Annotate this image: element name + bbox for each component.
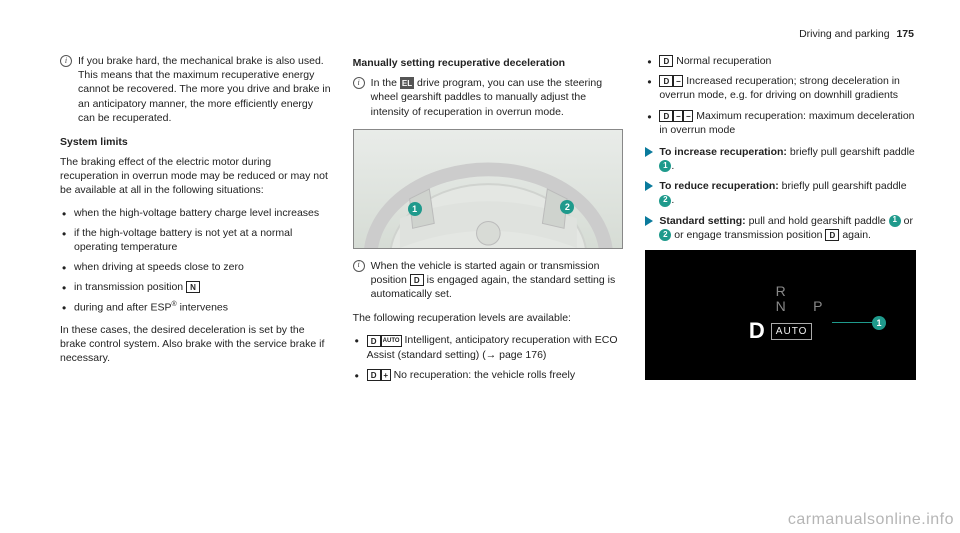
list-item: if the high-voltage battery is not yet a… [60, 226, 331, 254]
body-text: In these cases, the desired deceleration… [60, 323, 331, 366]
ref-2: 2 [659, 195, 671, 207]
ref-1: 1 [659, 160, 671, 172]
callout-1: 1 [872, 316, 886, 330]
watermark: carmanualsonline.info [788, 511, 954, 529]
symbol-el: EL [400, 77, 414, 89]
bullet-list: D Normal recuperation D− Increased recup… [645, 54, 916, 137]
body-text: The braking effect of the electric motor… [60, 155, 331, 198]
ref-1: 1 [889, 215, 901, 227]
gear-d: D [749, 316, 765, 346]
symbol-d: D [659, 55, 673, 67]
symbol-d: D [825, 229, 839, 241]
section-title: Driving and parking [799, 28, 889, 40]
gear-auto-label: AUTO [771, 323, 813, 341]
column-2: Manually setting recuperative decelerati… [353, 54, 624, 390]
steering-wheel-figure: 1 2 [353, 129, 624, 249]
callout-1: 1 [408, 202, 422, 216]
list-item: DAUTO Intelligent, anticipatory recupera… [353, 333, 624, 361]
heading-manual-recup: Manually setting recuperative decelerati… [353, 56, 624, 70]
symbol-minus: − [673, 110, 683, 122]
symbol-n: N [186, 281, 200, 293]
gear-display-figure: R N P D AUTO 1 [645, 250, 916, 380]
instruction-item: Standard setting: pull and hold gearshif… [645, 214, 916, 242]
list-item: when the high-voltage battery charge lev… [60, 206, 331, 220]
note-text: When the vehicle is started again or tra… [371, 259, 624, 302]
symbol-d: D [367, 335, 381, 347]
note-text: In the EL drive program, you can use the… [371, 76, 624, 119]
list-item: D Normal recuperation [645, 54, 916, 68]
instruction-item: To increase recuperation: briefly pull g… [645, 145, 916, 173]
gear-n: N [749, 299, 813, 314]
symbol-d: D [367, 369, 381, 381]
list-item: in transmission position N [60, 280, 331, 294]
list-item: during and after ESP® intervenes [60, 300, 331, 315]
ref-2: 2 [659, 229, 671, 241]
info-note: i When the vehicle is started again or t… [353, 259, 624, 302]
arrow-icon [645, 181, 653, 191]
bullet-list: when the high-voltage battery charge lev… [60, 206, 331, 316]
symbol-d: D [659, 110, 673, 122]
page-number: 175 [896, 28, 914, 40]
gear-r: R [749, 284, 813, 299]
gear-p: P [813, 299, 822, 314]
instruction-item: To reduce recuperation: briefly pull gea… [645, 179, 916, 207]
symbol-d: D [659, 75, 673, 87]
column-3: D Normal recuperation D− Increased recup… [645, 54, 916, 390]
symbol-d: D [410, 274, 424, 286]
steering-wheel-svg [354, 130, 623, 248]
note-text: If you brake hard, the mechanical brake … [78, 54, 331, 125]
list-item: when driving at speeds close to zero [60, 260, 331, 274]
gear-display: R N P D AUTO [749, 284, 813, 346]
callout-line [832, 322, 872, 323]
info-note: i In the EL drive program, you can use t… [353, 76, 624, 119]
content-columns: i If you brake hard, the mechanical brak… [60, 54, 916, 390]
symbol-auto: AUTO [381, 335, 402, 347]
arrow-icon [645, 216, 653, 226]
column-1: i If you brake hard, the mechanical brak… [60, 54, 331, 390]
arrow-icon [645, 147, 653, 157]
info-icon: i [353, 260, 365, 272]
body-text: The following recuperation levels are av… [353, 311, 624, 325]
info-icon: i [353, 77, 365, 89]
list-item: D+ No recuperation: the vehicle rolls fr… [353, 368, 624, 382]
symbol-minus: − [673, 75, 683, 87]
symbol-plus: + [381, 369, 391, 381]
info-icon: i [60, 55, 72, 67]
page-header: Driving and parking 175 [60, 28, 916, 40]
heading-system-limits: System limits [60, 135, 331, 149]
callout-2: 2 [560, 200, 574, 214]
info-note: i If you brake hard, the mechanical brak… [60, 54, 331, 125]
list-item: D− Increased recuperation; strong decele… [645, 74, 916, 102]
symbol-minus: − [683, 110, 693, 122]
list-item: D−− Maximum recuperation: maximum decele… [645, 109, 916, 137]
bullet-list: DAUTO Intelligent, anticipatory recupera… [353, 333, 624, 382]
